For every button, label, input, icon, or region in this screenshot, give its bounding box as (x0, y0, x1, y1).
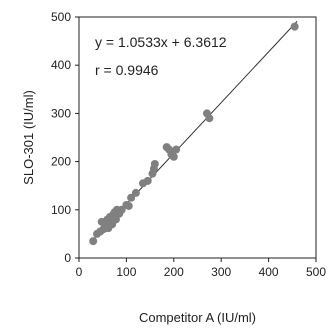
y-axis-title: SLO-301 (IU/ml) (21, 90, 36, 185)
y-tick-label: 0 (64, 251, 71, 265)
y-tick-label: 100 (51, 203, 71, 217)
x-tick-label: 0 (76, 265, 83, 279)
y-tick-label: 400 (51, 58, 71, 72)
data-point (131, 188, 140, 197)
data-point (124, 201, 133, 210)
x-tick-label: 300 (211, 265, 231, 279)
x-axis: 0 100 200 300 400 500 (76, 258, 326, 279)
x-tick-label: 200 (164, 265, 184, 279)
data-point (89, 237, 98, 246)
y-tick-label: 500 (51, 10, 71, 24)
data-point (205, 114, 214, 123)
data-points (89, 22, 299, 246)
data-point (290, 22, 299, 31)
x-tick-label: 100 (116, 265, 136, 279)
equation-annotation: y = 1.0533x + 6.3612 (95, 34, 227, 50)
data-point (150, 160, 159, 169)
x-tick-label: 500 (306, 265, 326, 279)
data-point (172, 145, 181, 154)
data-point (143, 176, 152, 185)
y-tick-label: 300 (51, 106, 71, 120)
plot-frame (78, 16, 317, 259)
data-point (111, 215, 120, 224)
plot-area: 0 100 200 300 400 500 0 100 200 300 400 500 (51, 10, 326, 279)
y-axis: 0 100 200 300 400 500 (51, 10, 79, 265)
r-value-annotation: r = 0.9946 (95, 62, 159, 78)
x-axis-title: Competitor A (IU/ml) (139, 310, 256, 325)
data-point (169, 152, 178, 161)
y-tick-label: 200 (51, 155, 71, 169)
x-tick-label: 400 (259, 265, 279, 279)
